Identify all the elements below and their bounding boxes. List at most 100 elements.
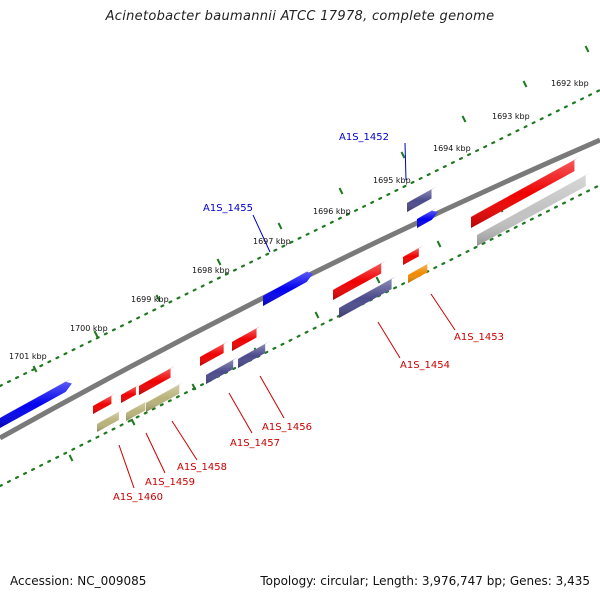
length-label: Length: — [372, 574, 419, 588]
cds-a1s-1452-fwd-shade — [417, 210, 439, 228]
cds-a1s-1452-fwd — [417, 207, 439, 228]
topology-label: Topology: — [260, 574, 317, 588]
feat-a1s-1456-slate-top — [238, 341, 271, 359]
feat-a1s-1456-slate — [238, 341, 271, 368]
cds-a1s-1454-shade — [333, 263, 382, 300]
cds-a1s-1460-shade — [93, 395, 112, 414]
genome-stats: Topology: circular; Length: 3,976,747 bp… — [260, 574, 590, 588]
feat-a1s-1459-olive-shade — [126, 402, 146, 421]
callout-line-a1s-1453 — [430, 293, 456, 331]
ruler-label-1695: 1695 kbp — [373, 176, 411, 185]
accession-label: Accession: — [10, 574, 74, 588]
ruler-tick — [216, 258, 222, 266]
gene-label-a1s-1457[interactable]: A1S_1457 — [230, 438, 280, 449]
feat-a1s-1459-olive-top — [126, 399, 151, 413]
callout-line-a1s-1457 — [228, 392, 253, 434]
feat-a1s-1458-olive — [146, 381, 185, 412]
feat-a1s-1460-olive — [97, 408, 124, 432]
topology-value: circular — [320, 574, 365, 588]
cds-a1s-1457 — [200, 340, 229, 366]
feature-track — [0, 157, 591, 432]
cds-a1s-1455-fwd — [263, 268, 313, 306]
feat-a1s-1458-olive-shade — [146, 384, 180, 412]
ruler-tick — [191, 383, 197, 391]
gene-label-a1s-1459[interactable]: A1S_1459 — [145, 477, 195, 488]
cds-a1s-1458-top — [139, 365, 176, 386]
cds-a1s-1456-top — [232, 325, 262, 342]
cds-a1s-1452-fwd-top — [417, 207, 437, 219]
gene-label-a1s-1454[interactable]: A1S_1454 — [400, 360, 450, 371]
ruler-tick — [314, 311, 320, 319]
feat-big-gray-top — [477, 172, 591, 235]
feat-a1s-1454-slate-top — [339, 276, 397, 308]
feat-big-gray — [477, 172, 591, 246]
ruler-tick — [68, 454, 74, 462]
callout-line-a1s-1452 — [404, 142, 407, 181]
feat-a1s-1457-slate — [206, 357, 239, 384]
gene-callouts: A1S_1452 A1S_1455 A1S_1453 A1S_1454 A1S_1456… — [113, 132, 504, 503]
ruler-tick — [277, 222, 283, 230]
gene-label-a1s-1453[interactable]: A1S_1453 — [454, 332, 504, 343]
gene-label-a1s-1456[interactable]: A1S_1456 — [262, 422, 312, 433]
ruler-tick — [93, 330, 99, 338]
feat-a1s-1454-slate-shade — [339, 279, 392, 318]
ruler-tick — [375, 276, 381, 284]
accession-value: NC_009085 — [77, 574, 147, 588]
cds-a1s-1460-fwd — [0, 378, 72, 428]
ruler-tick — [436, 240, 442, 248]
feat-a1s-1452-slate-shade — [407, 189, 432, 212]
genes-label: Genes: — [509, 574, 552, 588]
ruler-label-1698: 1698 kbp — [192, 266, 230, 275]
ruler-tick — [400, 151, 406, 159]
ruler-label-1699: 1699 kbp — [131, 295, 169, 304]
ruler-line — [0, 183, 600, 488]
callout-line-a1s-1458 — [171, 420, 198, 461]
cds-a1s-1453 — [403, 245, 424, 265]
cds-a1s-1460-fwd-shade — [0, 381, 72, 428]
cds-a1s-1457-top — [200, 340, 229, 357]
backbone-line — [0, 137, 600, 441]
callout-line-a1s-1459 — [145, 432, 166, 474]
gene-label-a1s-1455[interactable]: A1S_1455 — [203, 203, 253, 214]
feat-a1s-1459-olive — [126, 399, 151, 421]
map-title: Acinetobacter baumannii ATCC 17978, comp… — [105, 9, 495, 24]
cds-a1s-1458-shade — [139, 368, 171, 395]
gene-label-a1s-1452[interactable]: A1S_1452 — [339, 132, 389, 143]
feat-a1s-1453-orange — [408, 261, 433, 283]
cds-big-reverse-top — [471, 157, 580, 217]
accession-info: Accession: NC_009085 — [10, 574, 146, 588]
ruler-label-1693: 1693 kbp — [492, 112, 530, 121]
ruler-label-1701: 1701 kbp — [9, 352, 47, 361]
ruler-tick — [32, 365, 38, 373]
feat-a1s-1454-slate — [339, 276, 397, 318]
ruler-label-1692: 1692 kbp — [551, 79, 589, 88]
ruler-label-1694: 1694 kbp — [433, 144, 471, 153]
ruler-tick — [130, 418, 136, 426]
cds-a1s-1456 — [232, 325, 262, 351]
feat-a1s-1452-slate-top — [407, 186, 437, 203]
feat-a1s-1457-slate-shade — [206, 360, 234, 384]
length-value: 3,976,747 bp — [421, 574, 502, 588]
cds-a1s-1458 — [139, 365, 176, 395]
ruler-line — [0, 88, 600, 388]
cds-a1s-1454-top — [333, 260, 387, 290]
feat-a1s-1456-slate-shade — [238, 344, 266, 368]
callout-line-a1s-1460 — [118, 444, 135, 489]
cds-a1s-1453-top — [403, 245, 424, 257]
genome-backbone — [0, 137, 600, 441]
cds-a1s-1459 — [121, 383, 141, 403]
gene-label-a1s-1458[interactable]: A1S_1458 — [177, 462, 227, 473]
cds-a1s-1456-shade — [232, 328, 257, 351]
cds-a1s-1457-shade — [200, 343, 224, 366]
cds-a1s-1455-fwd-top — [263, 268, 312, 296]
cds-a1s-1460-fwd-top — [0, 378, 71, 418]
genes-value: 3,435 — [555, 574, 590, 588]
ruler-label-1696: 1696 kbp — [313, 207, 351, 216]
cds-a1s-1460 — [93, 392, 117, 414]
ruler-label-1697: 1697 kbp — [253, 237, 291, 246]
gene-label-a1s-1460[interactable]: A1S_1460 — [113, 492, 163, 503]
feat-a1s-1460-olive-shade — [97, 411, 119, 432]
ruler-tick — [461, 115, 467, 123]
cds-a1s-1460-top — [93, 392, 117, 406]
